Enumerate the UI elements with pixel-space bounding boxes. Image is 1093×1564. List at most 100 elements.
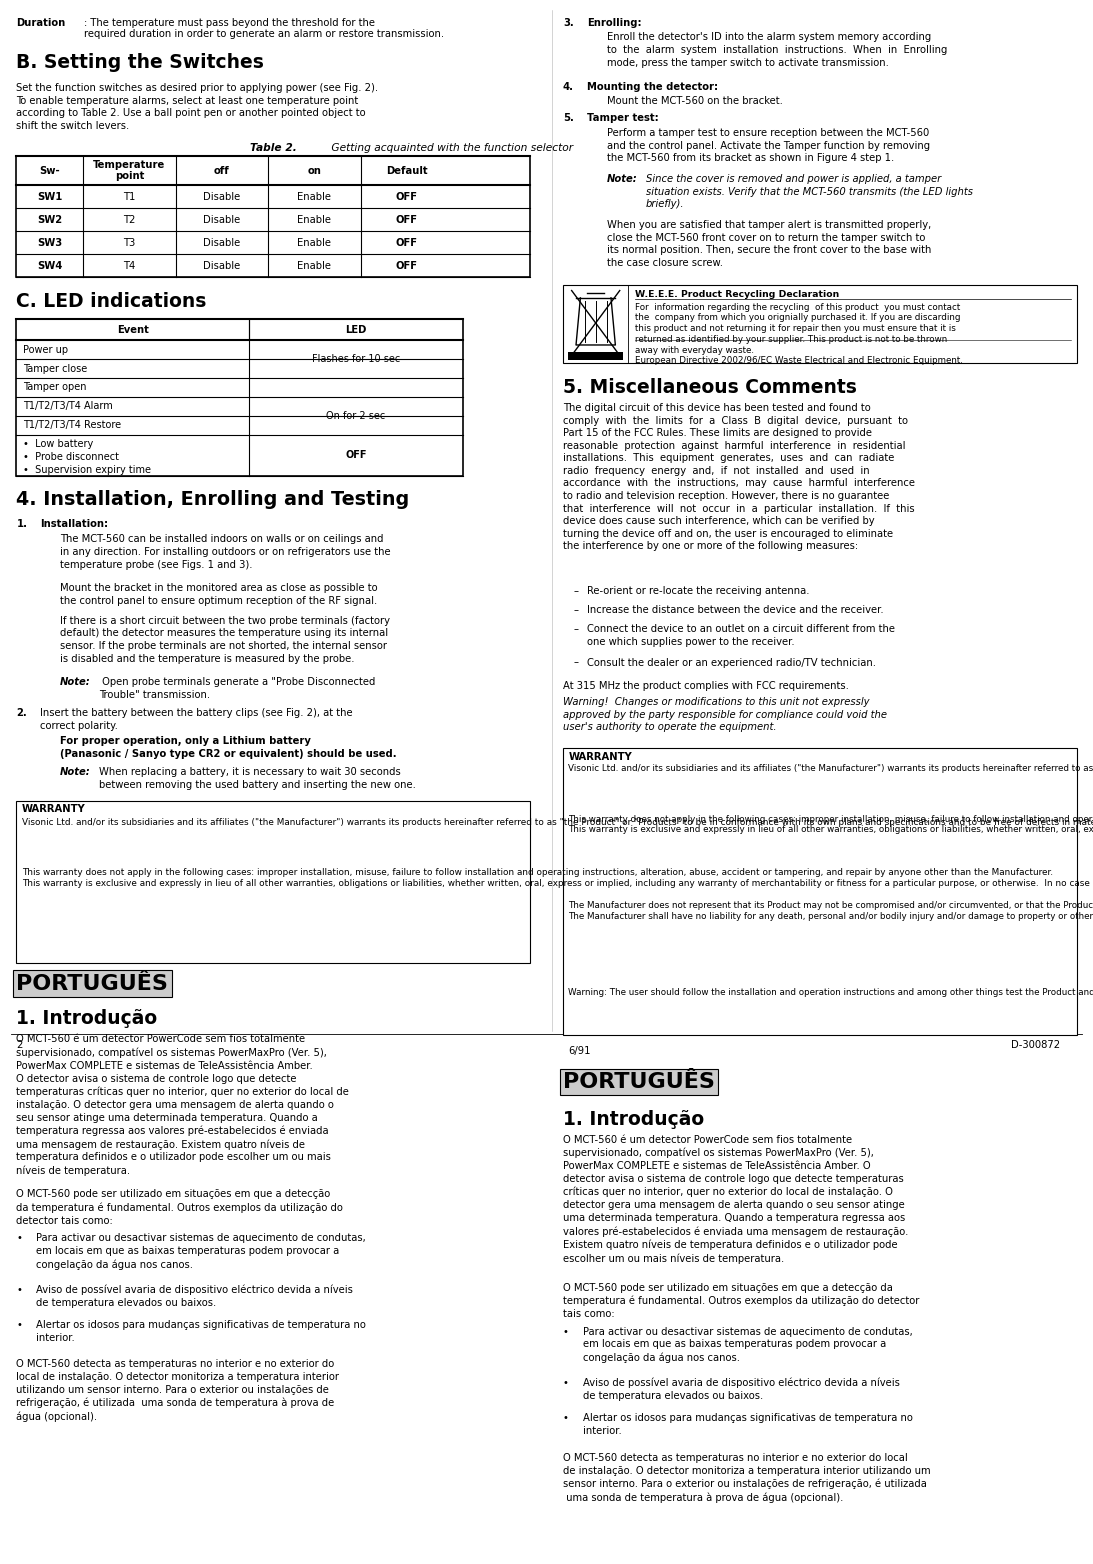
Text: For  information regarding the recycling  of this product  you must contact
the : For information regarding the recycling …: [635, 302, 963, 366]
Text: Tamper close: Tamper close: [23, 363, 87, 374]
Text: Note:: Note:: [607, 174, 637, 185]
Text: If there is a short circuit between the two probe terminals (factory
default) th: If there is a short circuit between the …: [60, 616, 390, 665]
Text: OFF: OFF: [396, 192, 418, 202]
Text: Power up: Power up: [23, 344, 68, 355]
Text: Mount the MCT-560 on the bracket.: Mount the MCT-560 on the bracket.: [607, 97, 783, 106]
Text: B. Setting the Switches: B. Setting the Switches: [16, 53, 265, 72]
Text: Note:: Note:: [60, 768, 91, 777]
Text: Flashes for 10 sec: Flashes for 10 sec: [312, 353, 400, 364]
Text: C. LED indications: C. LED indications: [16, 292, 207, 311]
Text: For proper operation, only a Lithium battery
(Panasonic / Sanyo type CR2 or equi: For proper operation, only a Lithium bat…: [60, 737, 397, 759]
Text: O MCT-560 detecta as temperaturas no interior e no exterior do local
de instalaç: O MCT-560 detecta as temperaturas no int…: [563, 1453, 930, 1503]
Text: Temperature
point: Temperature point: [93, 160, 165, 181]
Text: Enable: Enable: [297, 238, 331, 249]
Text: Disable: Disable: [203, 238, 240, 249]
Text: Mount the bracket in the monitored area as close as possible to
the control pane: Mount the bracket in the monitored area …: [60, 583, 378, 605]
Text: PORTUGUÊS: PORTUGUÊS: [16, 974, 168, 993]
Text: 5. Miscellaneous Comments: 5. Miscellaneous Comments: [563, 378, 857, 397]
Text: Disable: Disable: [203, 192, 240, 202]
Text: OFF: OFF: [396, 238, 418, 249]
Text: Aviso de possível avaria de dispositivo eléctrico devida a níveis
de temperatura: Aviso de possível avaria de dispositivo …: [583, 1378, 900, 1401]
Text: T1: T1: [124, 192, 136, 202]
Text: Set the function switches as desired prior to applying power (see Fig. 2).
To en: Set the function switches as desired pri…: [16, 83, 378, 131]
Text: 5.: 5.: [563, 113, 574, 124]
Text: O MCT-560 detecta as temperaturas no interior e no exterior do
local de instalaç: O MCT-560 detecta as temperaturas no int…: [16, 1359, 340, 1422]
Text: 1.: 1.: [16, 519, 27, 529]
Text: Sw-: Sw-: [39, 166, 60, 175]
Text: T3: T3: [124, 238, 136, 249]
Bar: [563, 285, 1077, 363]
Text: 6/91: 6/91: [568, 1046, 591, 1056]
Text: D-300872: D-300872: [1011, 1040, 1060, 1049]
Text: Enable: Enable: [297, 214, 331, 225]
Text: O MCT-560 pode ser utilizado em situações em que a detecção
da temperatura é fun: O MCT-560 pode ser utilizado em situaçõe…: [16, 1189, 343, 1226]
Text: 4.: 4.: [563, 81, 574, 92]
Text: When replacing a battery, it is necessary to wait 30 seconds
between removing th: When replacing a battery, it is necessar…: [99, 768, 416, 790]
Text: Para activar ou desactivar sistemas de aquecimento de condutas,
em locais em que: Para activar ou desactivar sistemas de a…: [36, 1234, 366, 1270]
Text: –: –: [574, 657, 579, 668]
Text: T1/T2/T3/T4 Alarm: T1/T2/T3/T4 Alarm: [23, 402, 113, 411]
Bar: [16, 156, 530, 277]
Text: Installation:: Installation:: [40, 519, 108, 529]
Text: 2: 2: [16, 1040, 23, 1049]
Text: 2.: 2.: [16, 708, 27, 718]
Text: Default: Default: [386, 166, 427, 175]
Text: 4. Installation, Enrolling and Testing: 4. Installation, Enrolling and Testing: [16, 490, 410, 508]
Text: OFF: OFF: [345, 450, 367, 460]
Text: Consult the dealer or an experienced radio/TV technician.: Consult the dealer or an experienced rad…: [587, 657, 875, 668]
Text: •  Low battery
•  Probe disconnect
•  Supervision expiry time: • Low battery • Probe disconnect • Super…: [23, 438, 151, 475]
Text: •: •: [16, 1320, 22, 1331]
Text: T2: T2: [124, 214, 136, 225]
Bar: [16, 801, 530, 963]
Text: on: on: [307, 166, 321, 175]
Text: T1/T2/T3/T4 Restore: T1/T2/T3/T4 Restore: [23, 421, 121, 430]
Text: Tamper open: Tamper open: [23, 382, 86, 393]
Text: Table 2.: Table 2.: [250, 144, 296, 153]
Text: SW4: SW4: [37, 261, 62, 271]
Text: OFF: OFF: [396, 261, 418, 271]
Text: SW2: SW2: [37, 214, 62, 225]
Text: Aviso de possível avaria de dispositivo eléctrico devida a níveis
de temperatura: Aviso de possível avaria de dispositivo …: [36, 1284, 353, 1308]
Text: WARRANTY: WARRANTY: [22, 804, 85, 815]
Text: Perform a tamper test to ensure reception between the MCT-560
and the control pa: Perform a tamper test to ensure receptio…: [607, 128, 930, 163]
Text: O MCT-560 pode ser utilizado em situações em que a detecção da
temperatura é fun: O MCT-560 pode ser utilizado em situaçõe…: [563, 1282, 919, 1318]
Text: Para activar ou desactivar sistemas de aquecimento de condutas,
em locais em que: Para activar ou desactivar sistemas de a…: [583, 1326, 913, 1362]
Text: SW1: SW1: [37, 192, 62, 202]
Text: Enrolling:: Enrolling:: [587, 17, 642, 28]
Text: W.E.E.E. Product Recycling Declaration: W.E.E.E. Product Recycling Declaration: [635, 289, 839, 299]
Text: Event: Event: [117, 325, 149, 335]
Text: •: •: [563, 1414, 568, 1423]
Text: WARRANTY: WARRANTY: [568, 752, 632, 762]
Bar: [16, 319, 463, 477]
Text: Alertar os idosos para mudanças significativas de temperatura no
interior.: Alertar os idosos para mudanças signific…: [36, 1320, 366, 1343]
Text: The MCT-560 can be installed indoors on walls or on ceilings and
in any directio: The MCT-560 can be installed indoors on …: [60, 533, 390, 569]
Text: •: •: [16, 1284, 22, 1295]
Text: T4: T4: [124, 261, 136, 271]
Text: •: •: [563, 1326, 568, 1337]
Text: When you are satisfied that tamper alert is transmitted properly,
close the MCT-: When you are satisfied that tamper alert…: [607, 221, 931, 269]
Text: Enroll the detector's ID into the alarm system memory according
to  the  alarm  : Enroll the detector's ID into the alarm …: [607, 33, 947, 69]
Text: O MCT-560 é um detector PowerCode sem fios totalmente
supervisionado, compatível: O MCT-560 é um detector PowerCode sem fi…: [16, 1034, 350, 1176]
Text: 1. Introdução: 1. Introdução: [563, 1110, 704, 1129]
Text: •: •: [16, 1234, 22, 1243]
Text: Warning!  Changes or modifications to this unit not expressly
approved by the pa: Warning! Changes or modifications to thi…: [563, 698, 886, 732]
Text: –: –: [574, 624, 579, 633]
Text: Alertar os idosos para mudanças significativas de temperatura no
interior.: Alertar os idosos para mudanças signific…: [583, 1414, 913, 1436]
Text: –: –: [574, 605, 579, 615]
Text: Increase the distance between the device and the receiver.: Increase the distance between the device…: [587, 605, 883, 615]
Text: LED: LED: [345, 325, 367, 335]
Text: : The temperature must pass beyond the threshold for the
required duration in or: : The temperature must pass beyond the t…: [84, 17, 444, 39]
Text: Re-orient or re-locate the receiving antenna.: Re-orient or re-locate the receiving ant…: [587, 586, 810, 596]
Text: Mounting the detector:: Mounting the detector:: [587, 81, 718, 92]
Text: The digital circuit of this device has been tested and found to
comply  with  th: The digital circuit of this device has b…: [563, 404, 915, 551]
Bar: [568, 352, 623, 360]
Text: SW3: SW3: [37, 238, 62, 249]
Text: This warranty does not apply in the following cases: improper installation, misu: This warranty does not apply in the foll…: [568, 815, 1093, 834]
Text: OFF: OFF: [396, 214, 418, 225]
Text: Tamper test:: Tamper test:: [587, 113, 659, 124]
Text: 3.: 3.: [563, 17, 574, 28]
Text: Visonic Ltd. and/or its subsidiaries and its affiliates ("the Manufacturer") war: Visonic Ltd. and/or its subsidiaries and…: [22, 818, 1093, 827]
Text: Note:: Note:: [60, 677, 91, 688]
Text: Since the cover is removed and power is applied, a tamper
situation exists. Veri: Since the cover is removed and power is …: [646, 174, 973, 210]
Text: This warranty does not apply in the following cases: improper installation, misu: This warranty does not apply in the foll…: [22, 868, 1093, 888]
